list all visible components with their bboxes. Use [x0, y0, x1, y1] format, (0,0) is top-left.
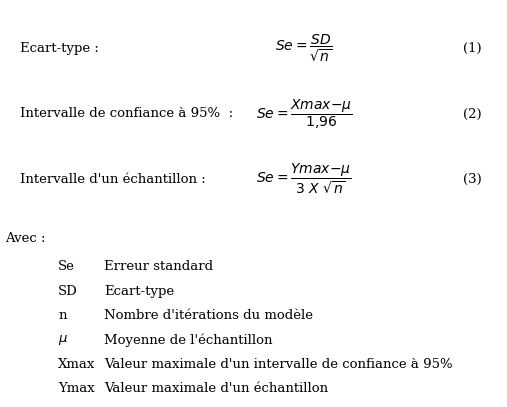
Text: $\mathit{Se} = \dfrac{SD}{\sqrt{n}}$: $\mathit{Se} = \dfrac{SD}{\sqrt{n}}$ [275, 33, 333, 64]
Text: Intervalle de confiance à 95%  :: Intervalle de confiance à 95% : [20, 107, 233, 120]
Text: Valeur maximale d'un échantillon: Valeur maximale d'un échantillon [104, 382, 328, 395]
Text: Ecart-type :: Ecart-type : [20, 42, 99, 55]
Text: (3): (3) [463, 173, 482, 186]
Text: Xmax: Xmax [58, 358, 96, 371]
Text: Se: Se [58, 260, 75, 273]
Text: Erreur standard: Erreur standard [104, 260, 213, 273]
Text: Avec :: Avec : [5, 232, 46, 245]
Text: $\mathit{Se} = \dfrac{Ymax{-}\mu}{3\ X\ \sqrt{n}}$: $\mathit{Se} = \dfrac{Ymax{-}\mu}{3\ X\ … [257, 162, 352, 196]
Text: $\mathit{Se} = \dfrac{Xmax{-}\mu}{1{,}96}$: $\mathit{Se} = \dfrac{Xmax{-}\mu}{1{,}96… [256, 97, 352, 131]
Text: (1): (1) [463, 42, 482, 55]
Text: SD: SD [58, 284, 78, 298]
Text: n: n [58, 309, 67, 322]
Text: Ymax: Ymax [58, 382, 95, 395]
Text: Valeur maximale d'un intervalle de confiance à 95%: Valeur maximale d'un intervalle de confi… [104, 358, 453, 371]
Text: Moyenne de l'échantillon: Moyenne de l'échantillon [104, 333, 272, 347]
Text: Intervalle d'un échantillon :: Intervalle d'un échantillon : [20, 173, 206, 186]
Text: Nombre d'itérations du modèle: Nombre d'itérations du modèle [104, 309, 313, 322]
Text: (2): (2) [463, 107, 482, 120]
Text: Ecart-type: Ecart-type [104, 284, 174, 298]
Text: $\mu$: $\mu$ [58, 333, 68, 347]
